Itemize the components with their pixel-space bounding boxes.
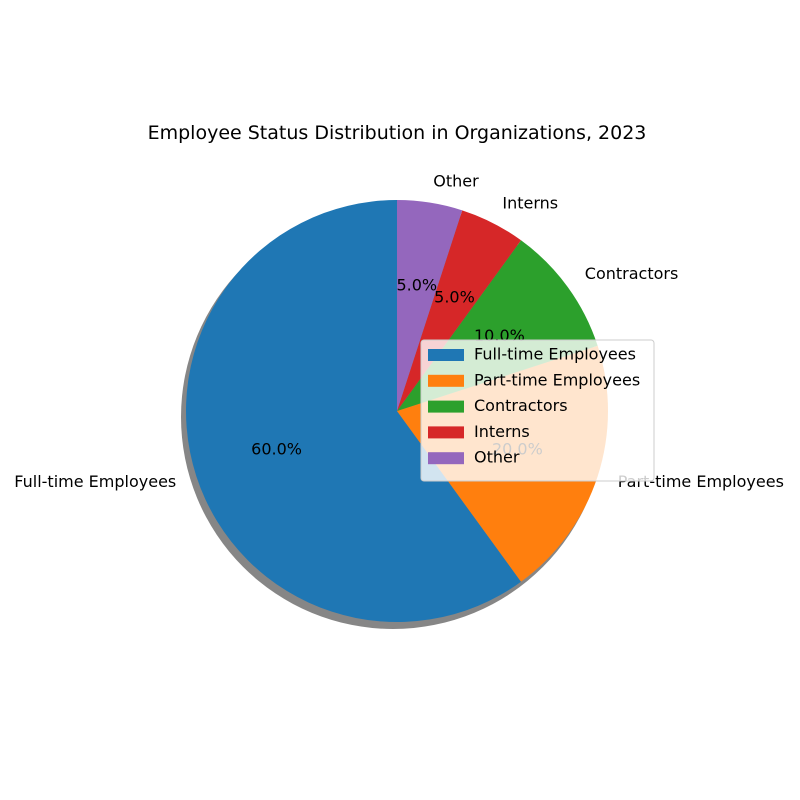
legend: Full-time Employees Part-time Employees Co… <box>420 339 655 482</box>
legend-label-part-time-employees: Part-time Employees <box>474 370 640 389</box>
slice-percent-full-time-employees: 60.0% <box>251 440 302 459</box>
legend-frame <box>420 339 655 482</box>
legend-label-interns: Interns <box>474 422 530 441</box>
slice-label-full-time-employees: Full-time Employees <box>14 472 176 491</box>
slice-percent-interns: 5.0% <box>434 288 475 307</box>
legend-label-full-time-employees: Full-time Employees <box>474 345 636 364</box>
chart-title: Employee Status Distribution in Organiza… <box>148 122 647 144</box>
legend-label-contractors: Contractors <box>474 396 568 415</box>
legend-swatch-full-time-employees <box>428 349 464 361</box>
slice-label-part-time-employees: Part-time Employees <box>618 472 784 491</box>
pie-slice-full-time-employees <box>185 200 522 623</box>
legend-swatch-interns <box>428 426 464 439</box>
slice-label-interns: Interns <box>502 194 558 213</box>
slice-percent-other: 5.0% <box>396 275 437 294</box>
legend-swatch-other <box>428 452 464 465</box>
legend-swatch-part-time-employees <box>428 374 464 387</box>
legend-swatch-contractors <box>428 400 464 413</box>
legend-entries: Full-time Employees Part-time Employees Co… <box>428 345 640 467</box>
pie-slice-other <box>397 200 463 411</box>
slice-label-other: Other <box>433 171 479 190</box>
slice-label-contractors: Contractors <box>585 264 679 283</box>
legend-label-other: Other <box>474 448 520 467</box>
